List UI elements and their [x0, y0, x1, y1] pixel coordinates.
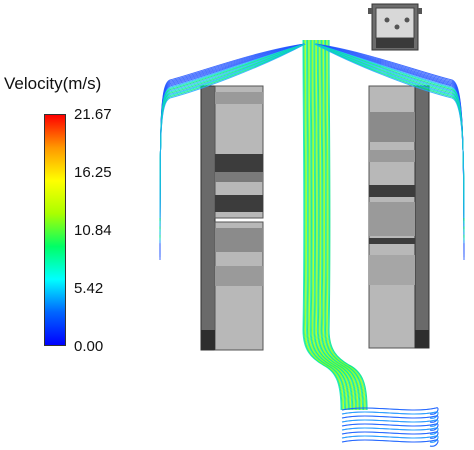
streamline [307, 39, 347, 411]
streamline [302, 39, 342, 411]
streamline [317, 39, 357, 411]
streamline [310, 39, 350, 411]
streamline [314, 39, 354, 411]
streamline [316, 39, 356, 411]
streamline [341, 407, 439, 415]
streamline [319, 39, 359, 411]
streamline [312, 39, 352, 411]
velocity-colorbar [44, 114, 66, 346]
streamline [303, 39, 343, 411]
streamline [341, 411, 439, 419]
streamline [313, 39, 353, 411]
streamline [320, 39, 360, 411]
streamlines [159, 39, 465, 447]
streamline [328, 39, 368, 411]
fan-unit-icon [368, 3, 422, 51]
streamline [308, 39, 348, 411]
streamline [321, 39, 361, 411]
streamline [159, 43, 306, 219]
streamline [309, 39, 349, 411]
right-rack [368, 85, 430, 349]
streamline [318, 39, 358, 411]
streamline [341, 439, 439, 447]
streamline [341, 427, 439, 435]
left-rack [200, 85, 264, 351]
streamline [341, 431, 439, 439]
streamline [304, 39, 344, 411]
streamline [341, 435, 439, 443]
streamline [341, 415, 439, 423]
streamline [315, 39, 355, 411]
colorbar-tick-2: 16.25 [74, 164, 112, 181]
colorbar-tick-mid: 10.84 [74, 222, 112, 239]
streamline [341, 419, 439, 427]
streamline [327, 39, 367, 411]
colorbar-tick-max: 21.67 [74, 106, 112, 123]
streamline [323, 39, 363, 411]
colorbar-tick-min: 0.00 [74, 338, 104, 355]
streamline [322, 39, 362, 411]
streamline [306, 39, 346, 411]
streamline [324, 39, 364, 411]
streamline [314, 43, 465, 219]
streamline [325, 39, 365, 411]
streamline [324, 39, 364, 411]
streamline [306, 39, 346, 411]
streamline [315, 39, 355, 411]
colorbar-tick-4: 5.42 [74, 280, 104, 297]
streamline [305, 39, 345, 411]
streamline [341, 423, 439, 431]
legend-title: Velocity(m/s) [4, 74, 102, 93]
streamline [311, 39, 351, 411]
streamline [326, 39, 366, 411]
